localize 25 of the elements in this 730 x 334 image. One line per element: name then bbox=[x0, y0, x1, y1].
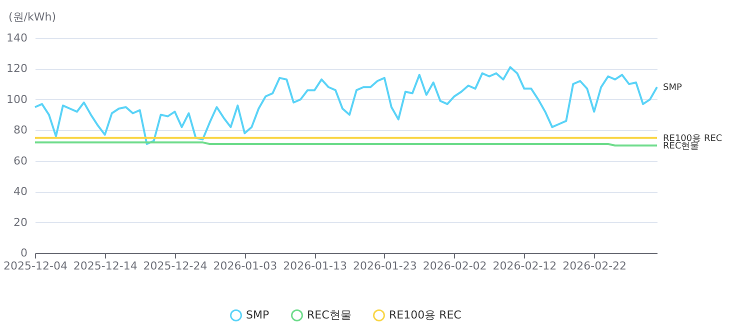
x-tick-label: 2025-12-24 bbox=[143, 260, 208, 272]
y-tick-label: 140 bbox=[6, 32, 28, 44]
x-tick-label: 2025-12-04 bbox=[4, 260, 68, 272]
legend-label: REC현물 bbox=[307, 308, 352, 322]
x-tick-label: 2026-02-12 bbox=[492, 260, 557, 272]
y-tick-label: 40 bbox=[14, 185, 28, 198]
y-tick-label: 120 bbox=[6, 62, 28, 76]
y-axis-title: (원/kWh) bbox=[8, 10, 56, 24]
x-tick-label: 2025-12-14 bbox=[73, 260, 138, 272]
y-tick-label: 60 bbox=[14, 154, 28, 168]
x-tick-label: 2026-01-13 bbox=[283, 260, 348, 272]
x-tick-label: 2026-01-03 bbox=[213, 260, 278, 272]
x-tick-label: 2026-02-22 bbox=[562, 260, 627, 272]
x-tick-label: 2026-01-23 bbox=[352, 260, 417, 272]
line-series bbox=[34, 66, 658, 145]
text: SMP bbox=[663, 83, 682, 94]
x-tick-label: 2026-02-02 bbox=[422, 260, 487, 272]
text: REC현물 bbox=[663, 142, 700, 152]
y-tick-label: 80 bbox=[14, 124, 28, 137]
y-tick-label: 0 bbox=[20, 246, 28, 260]
text: RE100용 REC bbox=[663, 134, 722, 144]
legend-label: SMP bbox=[246, 308, 270, 322]
legend-label: RE100용 REC bbox=[389, 308, 462, 322]
y-tick-label: 20 bbox=[14, 216, 28, 229]
y-tick-label: 100 bbox=[6, 92, 28, 106]
